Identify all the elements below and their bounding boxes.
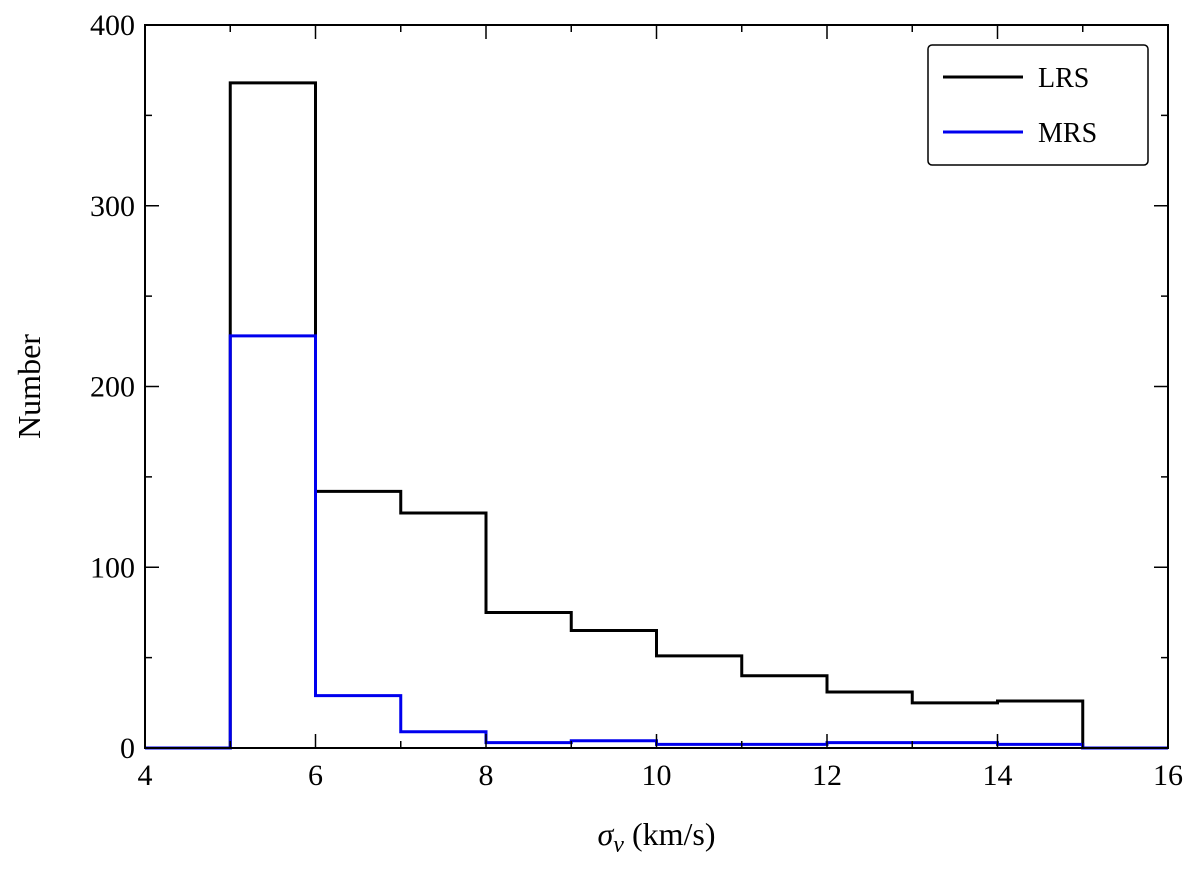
y-axis-label: Number (11, 334, 47, 439)
legend-box (927, 44, 1149, 166)
y-tick-label: 300 (90, 190, 135, 223)
tick-labels: 4 6 8 10 12 14 16 0 100 200 300 400 (90, 9, 1183, 792)
x-tick-label: 16 (1153, 759, 1183, 792)
legend-label-mrs: MRS (1038, 118, 1097, 149)
y-tick-label: 100 (90, 551, 135, 584)
x-tick-label: 8 (479, 759, 494, 792)
plot-frame (144, 24, 1169, 749)
series-mrs-line (145, 334, 1168, 750)
x-axis-unit: (km/s) (624, 816, 716, 852)
y-tick-label: 0 (120, 732, 135, 765)
x-axis-label: σv (km/s) (598, 816, 716, 858)
series-layer (145, 81, 1168, 750)
legend-label-lrs: LRS (1038, 63, 1089, 94)
x-tick-label: 12 (812, 759, 842, 792)
x-tick-label: 4 (138, 759, 153, 792)
legend: LRS MRS (927, 44, 1149, 166)
x-axis-subscript: v (613, 832, 624, 858)
x-tick-label: 14 (983, 759, 1013, 792)
x-tick-label: 10 (642, 759, 672, 792)
y-tick-label: 400 (90, 9, 135, 42)
x-axis-symbol: σ (598, 816, 615, 852)
series-lrs-line (145, 81, 1168, 750)
x-tick-label: 6 (308, 759, 323, 792)
y-tick-label: 200 (90, 371, 135, 404)
